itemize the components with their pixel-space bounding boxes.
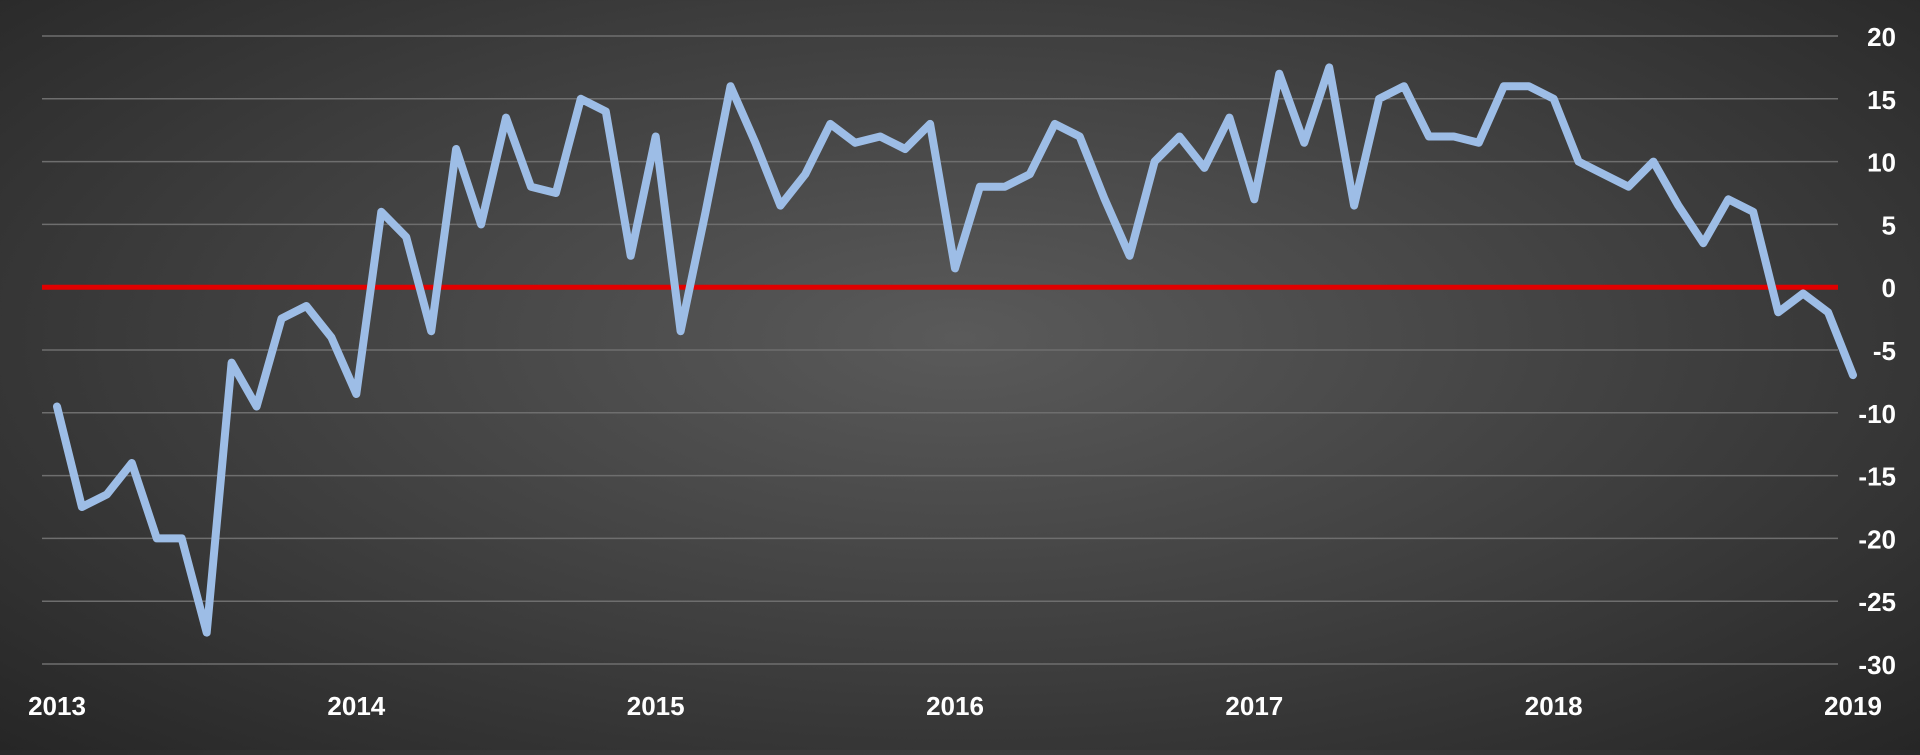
data-point <box>1503 85 1505 87</box>
data-point <box>1852 374 1854 376</box>
data-point <box>1478 142 1480 144</box>
data-point <box>580 98 582 100</box>
data-point <box>754 142 756 144</box>
data-point <box>1228 117 1230 119</box>
y-tick-label: -25 <box>1858 587 1896 617</box>
data-point <box>1652 161 1654 163</box>
data-point <box>1752 211 1754 213</box>
y-tick-label: -10 <box>1858 399 1896 429</box>
x-tick-label: 2018 <box>1525 691 1583 721</box>
data-point <box>804 173 806 175</box>
data-point <box>1453 136 1455 137</box>
y-tick-label: 20 <box>1867 22 1896 52</box>
data-point <box>355 393 357 395</box>
data-point <box>1628 186 1629 188</box>
data-point <box>156 537 158 539</box>
data-point <box>256 406 258 407</box>
data-point <box>1528 85 1530 87</box>
data-point <box>380 211 382 213</box>
data-point <box>1578 161 1580 163</box>
data-point <box>1802 293 1804 294</box>
data-point <box>879 136 881 137</box>
data-point <box>305 305 307 307</box>
data-point <box>1553 98 1555 100</box>
data-point <box>430 330 432 332</box>
data-point <box>630 255 632 257</box>
data-point <box>1253 198 1255 200</box>
data-point <box>131 462 133 464</box>
data-point <box>705 211 707 213</box>
data-point <box>1278 73 1280 75</box>
data-point <box>1029 173 1031 175</box>
data-point <box>1179 136 1180 137</box>
data-point <box>680 330 682 332</box>
data-point <box>330 336 332 338</box>
data-point <box>81 506 83 508</box>
data-point <box>829 123 831 125</box>
y-tick-label: -20 <box>1858 524 1896 554</box>
data-point <box>1403 85 1405 87</box>
y-tick-label: -15 <box>1858 462 1896 492</box>
data-point <box>730 85 731 87</box>
data-point <box>206 632 208 634</box>
y-tick-label: 10 <box>1867 148 1896 178</box>
data-point <box>779 205 781 207</box>
data-point <box>1129 255 1131 257</box>
x-axis-tick-labels: 2013 2014 2015 2016 2017 2018 2019 <box>28 691 1882 721</box>
data-point <box>1154 161 1156 163</box>
data-point <box>281 318 282 320</box>
y-tick-label: -5 <box>1873 336 1896 366</box>
series-layer <box>53 63 1857 637</box>
data-point <box>405 236 407 238</box>
data-point <box>979 186 981 188</box>
x-tick-label: 2016 <box>926 691 984 721</box>
data-point <box>181 537 183 539</box>
data-point <box>1303 142 1305 144</box>
data-point <box>1428 136 1430 137</box>
data-point <box>904 148 906 150</box>
data-point <box>1104 198 1106 200</box>
data-point <box>1603 173 1605 175</box>
data-point <box>1827 311 1829 313</box>
data-point <box>1353 205 1355 207</box>
x-tick-label: 2014 <box>327 691 385 721</box>
data-point <box>655 136 657 137</box>
data-point <box>929 123 931 125</box>
data-point <box>1677 205 1679 207</box>
data-point <box>1702 242 1704 244</box>
x-tick-label: 2013 <box>28 691 86 721</box>
y-tick-label: -30 <box>1858 650 1896 680</box>
gridlines <box>42 35 1838 665</box>
data-point <box>56 406 58 407</box>
data-point <box>505 117 507 119</box>
data-point <box>854 142 856 144</box>
y-tick-label: 5 <box>1882 210 1896 240</box>
y-tick-label: 0 <box>1882 273 1896 303</box>
data-point <box>555 192 557 194</box>
data-point <box>1004 186 1006 188</box>
data-point <box>605 110 607 112</box>
data-point <box>1328 66 1330 68</box>
data-point <box>455 148 457 150</box>
data-point <box>480 223 482 225</box>
x-tick-label: 2015 <box>627 691 685 721</box>
data-point <box>1777 311 1779 313</box>
data-point <box>1203 167 1205 169</box>
data-point <box>231 362 233 364</box>
data-point <box>530 186 532 188</box>
y-axis-tick-labels: 20 15 10 5 0 -5 -10 -15 -20 -25 -30 <box>1858 22 1896 680</box>
x-tick-label: 2019 <box>1824 691 1882 721</box>
data-point <box>1378 98 1380 100</box>
data-point <box>1079 136 1081 137</box>
data-point <box>106 493 108 495</box>
data-point <box>1054 123 1056 125</box>
data-point <box>954 267 956 269</box>
y-tick-label: 15 <box>1867 85 1896 115</box>
data-point <box>1727 198 1729 200</box>
x-tick-label: 2017 <box>1225 691 1283 721</box>
